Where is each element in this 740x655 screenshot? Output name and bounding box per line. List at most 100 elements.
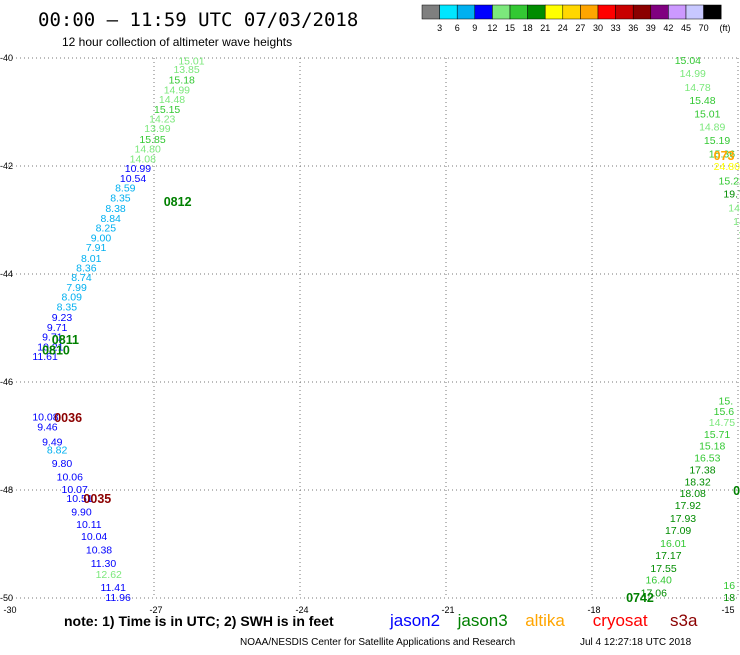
scale-swatch <box>615 4 634 20</box>
wave-height-point: 10.07 <box>62 484 88 496</box>
wave-height-point: 8.38 <box>105 203 126 215</box>
wave-height-point: 18 <box>723 592 735 604</box>
wave-height-point: 15.01 <box>694 109 720 121</box>
track-time-label: 0811 <box>52 333 79 347</box>
lat-lon-grid <box>8 57 739 599</box>
scale-value: 12 <box>487 23 497 33</box>
wave-height-point: 10.21 <box>37 341 63 353</box>
wave-height-point: 17.09 <box>665 525 691 537</box>
wave-height-point: 15.85 <box>139 134 165 146</box>
scale-swatch <box>474 4 493 20</box>
wave-height-point: 14.23 <box>149 113 175 125</box>
wave-height-point: 13.99 <box>144 123 170 135</box>
x-tick-label: -24 <box>295 605 308 615</box>
satellite-legend: jason2 jason3 altika cryosat s3a <box>389 611 698 630</box>
scale-swatch <box>456 4 476 20</box>
wave-height-point: 14.99 <box>164 84 190 96</box>
y-tick-label: -48 <box>0 485 13 495</box>
wave-height-point: 15.48 <box>689 95 715 107</box>
wave-height-point: 14.60 <box>733 216 740 228</box>
wave-height-point: 15.18 <box>699 441 725 453</box>
x-tick-label: -30 <box>3 605 16 615</box>
wave-height-point: 8.35 <box>110 192 131 204</box>
wave-height-point: 9.49 <box>42 436 63 448</box>
wave-height-point: 17.06 <box>641 588 667 600</box>
wave-height-point: 16.01 <box>660 538 686 550</box>
wave-height-point: 14.78 <box>684 82 710 94</box>
wave-height-point: 24.80 <box>714 161 740 173</box>
scale-swatch <box>597 4 616 20</box>
scale-swatch <box>580 4 599 20</box>
wave-height-point: 8.36 <box>76 263 97 275</box>
wave-height-point: 16.40 <box>646 575 672 587</box>
satellite-legend-item: s3a <box>670 611 698 630</box>
wave-height-point: 8.82 <box>47 445 68 457</box>
wave-height-point: 10.11 <box>76 519 102 531</box>
wave-height-point: 19.72 <box>723 189 740 201</box>
scale-value: 36 <box>628 23 638 33</box>
scale-value: 18 <box>523 23 533 33</box>
wave-height-point: 15.15 <box>154 104 180 116</box>
satellite-legend-item: altika <box>525 611 565 630</box>
wave-height-point: 10.51 <box>66 493 92 505</box>
x-tick-label: -27 <box>149 605 162 615</box>
scale-value: 30 <box>593 23 603 33</box>
scale-value: 3 <box>437 23 442 33</box>
y-tick-label: -46 <box>0 377 13 387</box>
scale-value: 27 <box>575 23 585 33</box>
wave-height-point: 18.32 <box>684 476 710 488</box>
x-tick-label: -21 <box>441 605 454 615</box>
scale-swatch <box>685 4 704 20</box>
scale-swatch <box>439 4 458 20</box>
satellite-legend-item: cryosat <box>593 611 648 630</box>
chart-title: 00:00 – 11:59 UTC 07/03/2018 <box>38 9 358 31</box>
scale-swatch <box>650 4 669 20</box>
scale-value: 21 <box>540 23 550 33</box>
y-tick-label: -44 <box>0 269 13 279</box>
wave-height-point: 18.08 <box>680 488 706 500</box>
wave-height-point: 17.92 <box>675 500 701 512</box>
y-tick-label: -42 <box>0 161 13 171</box>
wave-height-point: 10.06 <box>57 472 83 484</box>
wave-height-point: 10.54 <box>120 173 146 185</box>
scale-value: 42 <box>663 23 673 33</box>
wave-height-point: 9.71 <box>47 322 68 334</box>
wave-height-point: 14.75 <box>709 417 735 429</box>
wave-height-point: 9.46 <box>37 421 58 433</box>
scale-value: 6 <box>455 23 460 33</box>
scale-swatch <box>632 4 652 20</box>
y-tick-label: -40 <box>0 53 13 63</box>
credit-text: NOAA/NESDIS Center for Satellite Applica… <box>240 637 515 648</box>
track-time-label: 0810 <box>42 344 70 358</box>
wave-height-point: 7.99 <box>66 282 87 294</box>
wave-height-point: 15. <box>719 395 734 407</box>
wave-height-point: 16.53 <box>694 453 720 465</box>
wave-height-point: 15.19 <box>704 135 730 147</box>
wave-height-point: 9.00 <box>91 232 112 244</box>
wave-height-point: 9.90 <box>71 507 92 519</box>
wave-height-point: 8.09 <box>62 292 83 304</box>
track-time-label: 0742 <box>626 591 654 605</box>
scale-swatch <box>421 4 440 20</box>
wave-height-point: 14.89 <box>699 122 725 134</box>
wave-height-point: 11.96 <box>105 592 131 604</box>
scale-value: 70 <box>699 23 709 33</box>
wave-height-point: 15.22 <box>719 176 740 188</box>
wave-height-point: 16 <box>723 580 735 592</box>
wave-height-point: 11.41 <box>100 582 126 594</box>
track-time-label: 073 <box>714 149 735 163</box>
wave-height-point: 10.08 <box>32 412 58 424</box>
scale-value: 24 <box>558 23 568 33</box>
wave-height-point: 7.91 <box>86 242 107 254</box>
wave-height-point: 14.08 <box>130 153 156 165</box>
wave-height-point: 11.30 <box>91 558 117 570</box>
wave-height-point: 17.55 <box>650 563 676 575</box>
scale-swatch <box>703 4 722 20</box>
units-note: note: 1) Time is in UTC; 2) SWH is in fe… <box>64 613 334 629</box>
scale-value: 45 <box>681 23 691 33</box>
scale-swatch <box>509 4 528 20</box>
scale-swatch <box>562 4 581 20</box>
satellite-legend-item: jason2 <box>389 611 440 630</box>
